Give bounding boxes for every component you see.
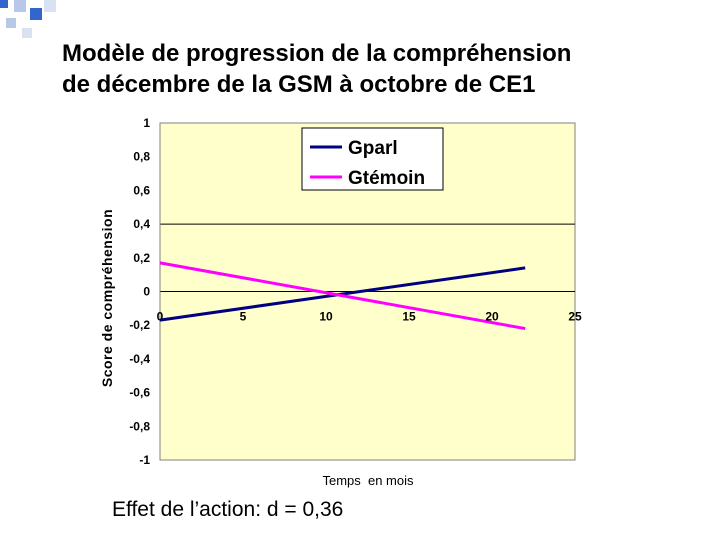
y-tick-label: -0,6 — [129, 386, 150, 400]
x-tick-label: 5 — [240, 310, 247, 324]
slide-title-line2: de décembre de la GSM à octobre de CE1 — [62, 71, 536, 98]
x-tick-label: 25 — [568, 310, 582, 324]
y-axis-label: Score de compréhension — [99, 209, 115, 387]
y-tick-label: -1 — [139, 453, 150, 467]
y-tick-label: -0,8 — [129, 419, 150, 433]
tick-labels: 1 0,8 0,6 0,4 0,2 0 -0,2 -0,4 -0,6 -0,8 -1 0 5 10 15 20… — [129, 116, 582, 467]
legend-label-gparl: Gparl — [348, 138, 398, 159]
x-axis-label: Temps en mois — [322, 473, 414, 488]
series-lines — [159, 261, 526, 331]
y-tick-label: 0,6 — [133, 183, 150, 197]
series-line-gtemoin — [159, 261, 526, 331]
legend-box — [301, 127, 444, 191]
series-line-gparl — [159, 266, 526, 322]
effect-size-note: Effet de l’action: d = 0,36 — [112, 498, 344, 521]
y-tick-label: 0,8 — [133, 150, 150, 164]
corner-decoration — [0, 0, 56, 38]
slide-title: Modèle de progression de la compréhensio… — [62, 38, 702, 100]
x-tick-label: 20 — [485, 310, 499, 324]
y-tick-label: -0,4 — [129, 352, 150, 366]
y-tick-label: 1 — [143, 116, 150, 130]
legend: Gparl Gtémoin — [301, 127, 444, 191]
y-tick-label: 0,4 — [133, 217, 150, 231]
slide-title-line1: Modèle de progression de la compréhensio… — [62, 40, 572, 67]
x-tick-label: 0 — [157, 310, 164, 324]
legend-label-gtemoin: Gtémoin — [348, 168, 425, 189]
y-tick-label: 0,2 — [133, 251, 150, 265]
y-tick-label: -0,2 — [129, 318, 150, 332]
x-tick-label: 15 — [402, 310, 416, 324]
y-tick-label: 0 — [143, 285, 150, 299]
x-tick-label: 10 — [319, 310, 333, 324]
